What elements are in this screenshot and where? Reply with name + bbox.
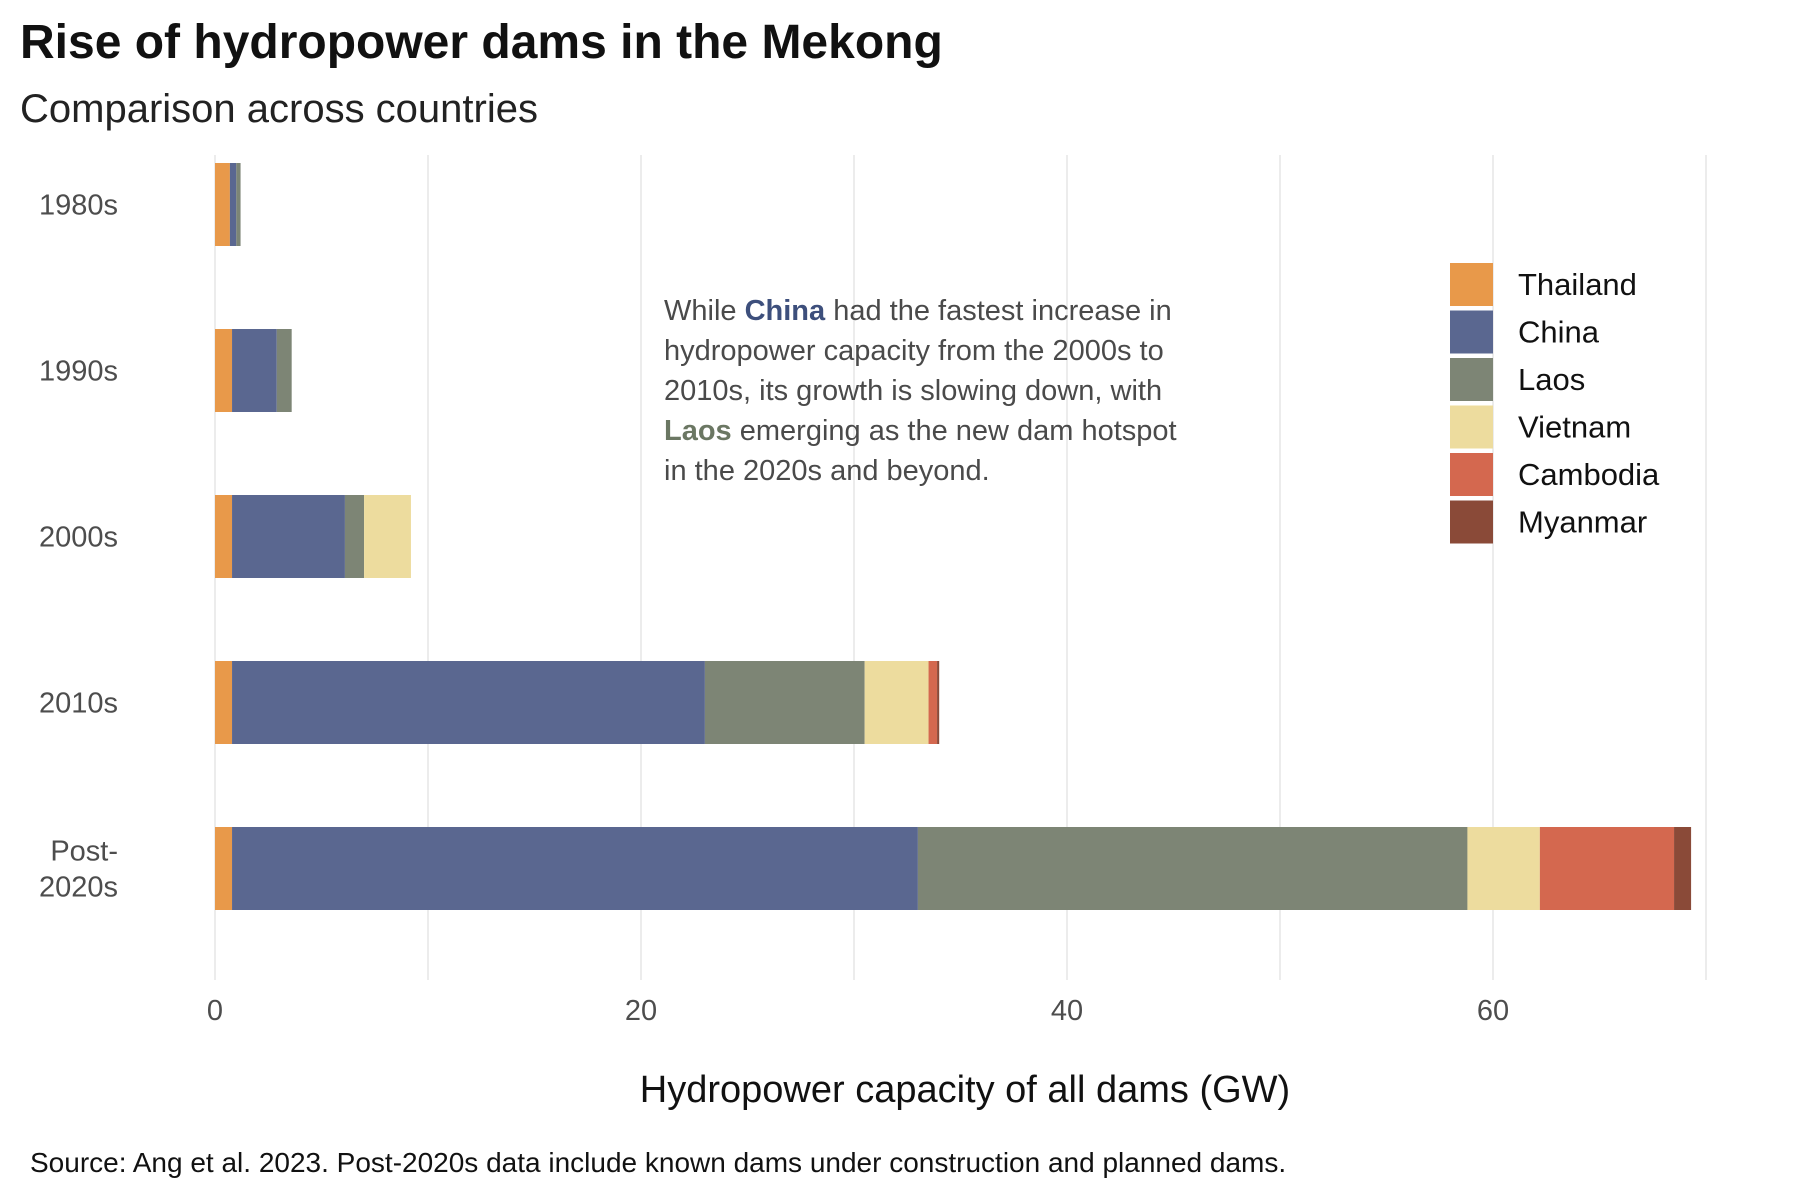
bar-china-2000s — [232, 495, 345, 578]
bar-china-2010s — [232, 661, 705, 744]
chart-subtitle: Comparison across countries — [20, 87, 538, 131]
y-tick-label: 1980s — [39, 190, 118, 222]
bar-cambodia-2010s — [928, 661, 938, 744]
annotation: While China had the fastest increase in h… — [664, 295, 1177, 487]
bar-vietnam-post2020s — [1467, 827, 1540, 910]
legend-swatch-laos — [1450, 358, 1493, 401]
legend-swatch-china — [1450, 310, 1493, 354]
y-axis-ticks: 1980s 1990s 2000s 2010s Post-2020s — [39, 190, 118, 904]
x-tick-label: 60 — [1477, 995, 1509, 1027]
y-tick-label: 1990s — [39, 356, 118, 388]
bar-laos-2000s — [344, 495, 365, 578]
bar-thailand-1980s — [215, 163, 230, 246]
legend-swatch-thailand — [1450, 263, 1493, 306]
bar-thailand-2000s — [215, 495, 233, 578]
bar-vietnam-2000s — [364, 495, 411, 578]
legend-label-thailand: Thailand — [1518, 267, 1637, 302]
bar-cambodia-post2020s — [1539, 827, 1675, 910]
bar-laos-1980s — [236, 163, 241, 246]
legend-swatch-myanmar — [1450, 500, 1493, 544]
y-tick-label: Post-2020s — [39, 836, 118, 904]
bars — [215, 163, 1692, 910]
legend-label-china: China — [1518, 315, 1600, 350]
bar-thailand-post2020s — [215, 827, 233, 910]
legend-label-vietnam: Vietnam — [1518, 410, 1631, 445]
bar-thailand-1990s — [215, 329, 233, 412]
y-tick-label: 2000s — [39, 522, 118, 554]
bar-vietnam-2010s — [864, 661, 929, 744]
bar-laos-1990s — [276, 329, 292, 412]
x-tick-label: 0 — [207, 995, 223, 1027]
source-caption: Source: Ang et al. 2023. Post-2020s data… — [30, 1147, 1286, 1178]
bar-myanmar-post2020s — [1674, 827, 1692, 910]
chart-title: Rise of hydropower dams in the Mekong — [20, 16, 943, 69]
legend-swatch-cambodia — [1450, 453, 1493, 496]
legend-label-myanmar: Myanmar — [1518, 505, 1647, 540]
legend: Thailand China Laos Vietnam Cambodia Myanmar — [1450, 263, 1660, 544]
x-axis-ticks: 0 20 40 60 — [207, 995, 1509, 1027]
bar-china-1980s — [229, 163, 237, 246]
x-axis-label: Hydropower capacity of all dams (GW) — [640, 1069, 1290, 1111]
legend-label-cambodia: Cambodia — [1518, 457, 1660, 492]
bar-thailand-2010s — [215, 661, 233, 744]
bar-china-1990s — [232, 329, 277, 412]
bar-laos-post2020s — [917, 827, 1468, 910]
bar-myanmar-2010s — [937, 661, 940, 744]
x-tick-label: 20 — [625, 995, 657, 1027]
x-tick-label: 40 — [1051, 995, 1083, 1027]
bar-laos-2010s — [704, 661, 865, 744]
legend-swatch-vietnam — [1450, 405, 1493, 449]
y-tick-label: 2010s — [39, 688, 118, 720]
legend-label-laos: Laos — [1518, 362, 1585, 397]
bar-china-post2020s — [232, 827, 918, 910]
